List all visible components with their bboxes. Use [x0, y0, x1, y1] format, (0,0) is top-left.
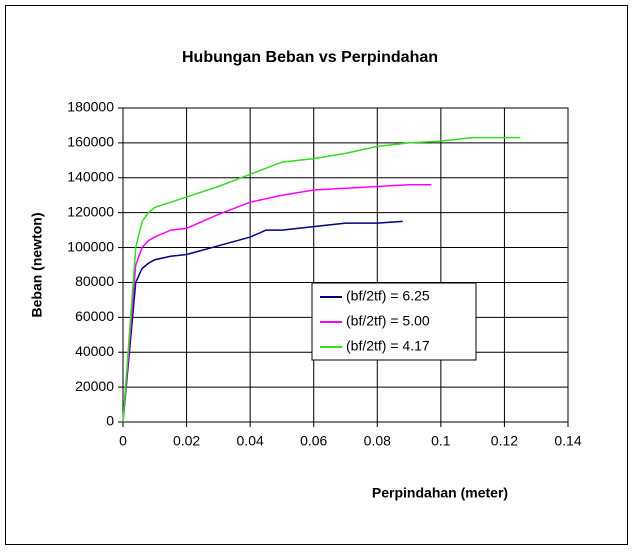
x-tick-label: 0.1 — [431, 433, 451, 449]
y-tick-label: 40000 — [75, 343, 114, 359]
y-tick-label: 100000 — [67, 238, 114, 254]
series-line — [122, 220, 403, 423]
y-tick-label: 60000 — [75, 308, 114, 324]
plot-frame — [122, 107, 569, 423]
x-tick-label: 0 — [119, 433, 127, 449]
y-axis-label: Beban (newton) — [29, 213, 45, 318]
y-tick-label: 180000 — [67, 99, 114, 115]
chart-title: Hubungan Beban vs Perpindahan — [182, 49, 438, 66]
y-tick-label: 20000 — [75, 378, 114, 394]
x-tick-label: 0.02 — [173, 433, 200, 449]
x-axis-label: Perpindahan (meter) — [372, 485, 508, 501]
y-tick-label: 80000 — [75, 273, 114, 289]
y-tick-label: 0 — [106, 413, 114, 429]
x-tick-label: 0.06 — [300, 433, 327, 449]
legend-label: (bf/2tf) = 4.17 — [346, 338, 430, 354]
x-tick-label: 0.04 — [237, 433, 264, 449]
legend-label: (bf/2tf) = 5.00 — [346, 313, 430, 329]
series-line — [122, 184, 432, 423]
y-tick-label: 120000 — [67, 203, 114, 219]
series-line — [122, 136, 521, 423]
y-tick-label: 160000 — [67, 134, 114, 150]
chart-border — [5, 5, 628, 545]
x-tick-label: 0.14 — [554, 433, 581, 449]
y-tick-label: 140000 — [67, 168, 114, 184]
x-tick-label: 0.12 — [491, 433, 518, 449]
legend-label: (bf/2tf) = 6.25 — [346, 288, 430, 304]
x-tick-label: 0.08 — [364, 433, 391, 449]
